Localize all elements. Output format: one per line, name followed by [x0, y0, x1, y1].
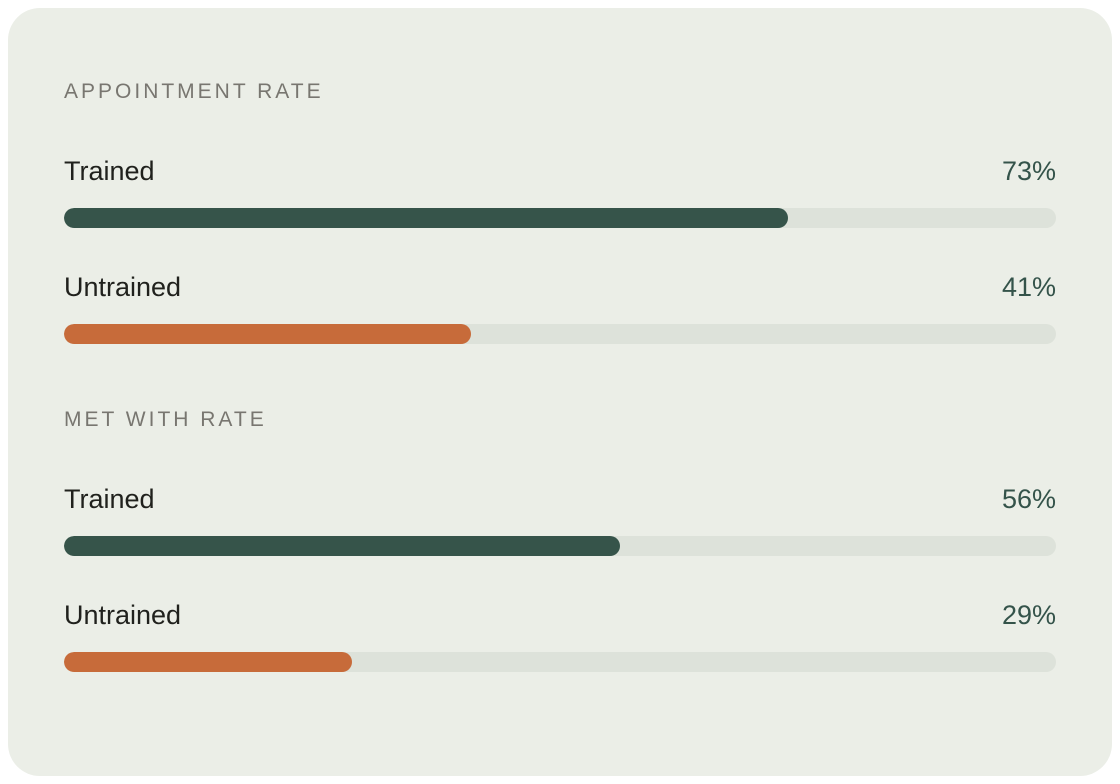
- metric-appointment-untrained: Untrained 41%: [64, 270, 1056, 344]
- section-title-met-with-rate: MET WITH RATE: [64, 408, 267, 431]
- stats-card: APPOINTMENT RATE Trained 73% Untrained 4…: [8, 8, 1112, 776]
- section-title-appointment-rate: APPOINTMENT RATE: [64, 80, 324, 103]
- metric-line: Untrained 41%: [64, 270, 1056, 304]
- metric-label: Untrained: [64, 600, 182, 630]
- bar-fill-trained: [64, 536, 620, 556]
- bar-track: [64, 536, 1056, 556]
- metric-label: Untrained: [64, 272, 182, 302]
- metric-metwith-untrained: Untrained 29%: [64, 598, 1056, 672]
- bar-fill-untrained: [64, 324, 471, 344]
- bar-track: [64, 208, 1056, 228]
- metric-label: Trained: [64, 484, 155, 514]
- metric-appointment-trained: Trained 73%: [64, 154, 1056, 228]
- metric-value: 73%: [1001, 156, 1056, 186]
- bar-fill-trained: [64, 208, 789, 228]
- metric-line: Trained 56%: [64, 482, 1056, 516]
- metric-line: Untrained 29%: [64, 598, 1056, 632]
- metric-value: 41%: [1001, 272, 1056, 302]
- metric-value: 29%: [1001, 600, 1056, 630]
- metric-value: 56%: [1001, 484, 1056, 514]
- metric-metwith-trained: Trained 56%: [64, 482, 1056, 556]
- bar-track: [64, 324, 1056, 344]
- bar-track: [64, 652, 1056, 672]
- metric-label: Trained: [64, 156, 155, 186]
- bar-fill-untrained: [64, 652, 352, 672]
- metric-line: Trained 73%: [64, 154, 1056, 188]
